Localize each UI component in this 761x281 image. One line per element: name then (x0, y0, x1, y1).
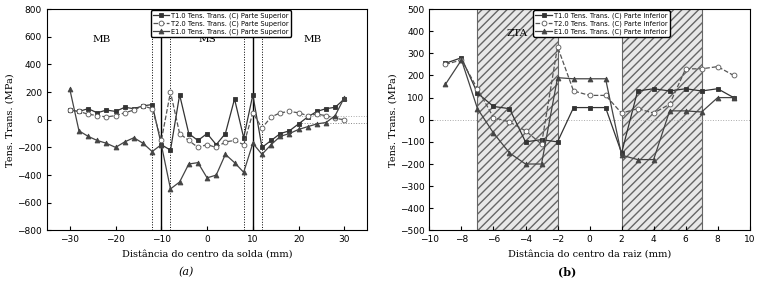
X-axis label: Distância do centro da raiz (mm): Distância do centro da raiz (mm) (508, 250, 671, 259)
Legend: T1.0 Tens. Trans. (C) Parte Inferior, T2.0 Tens. Trans. (C) Parte Inferior, E1.0: T1.0 Tens. Trans. (C) Parte Inferior, T2… (533, 10, 670, 37)
Text: MS: MS (581, 29, 598, 38)
Y-axis label: Tens. Trans. (MPa): Tens. Trans. (MPa) (5, 73, 14, 167)
Text: ZTA: ZTA (651, 29, 672, 38)
Text: (a): (a) (179, 267, 194, 277)
Text: MS: MS (198, 35, 216, 44)
Bar (622, 9, 702, 230)
Text: MB: MB (303, 35, 321, 44)
Text: ZTA: ZTA (507, 29, 528, 38)
Text: MB: MB (93, 35, 111, 44)
Bar (477, 9, 558, 230)
Y-axis label: Tens. Trans. (MPa): Tens. Trans. (MPa) (388, 73, 397, 167)
Text: (b): (b) (558, 266, 576, 277)
X-axis label: Distância do centro da solda (mm): Distância do centro da solda (mm) (122, 250, 292, 259)
Legend: T1.0 Tens. Trans. (C) Parte Superior, T2.0 Tens. Trans. (C) Parte Superior, E1.0: T1.0 Tens. Trans. (C) Parte Superior, T2… (151, 10, 291, 37)
